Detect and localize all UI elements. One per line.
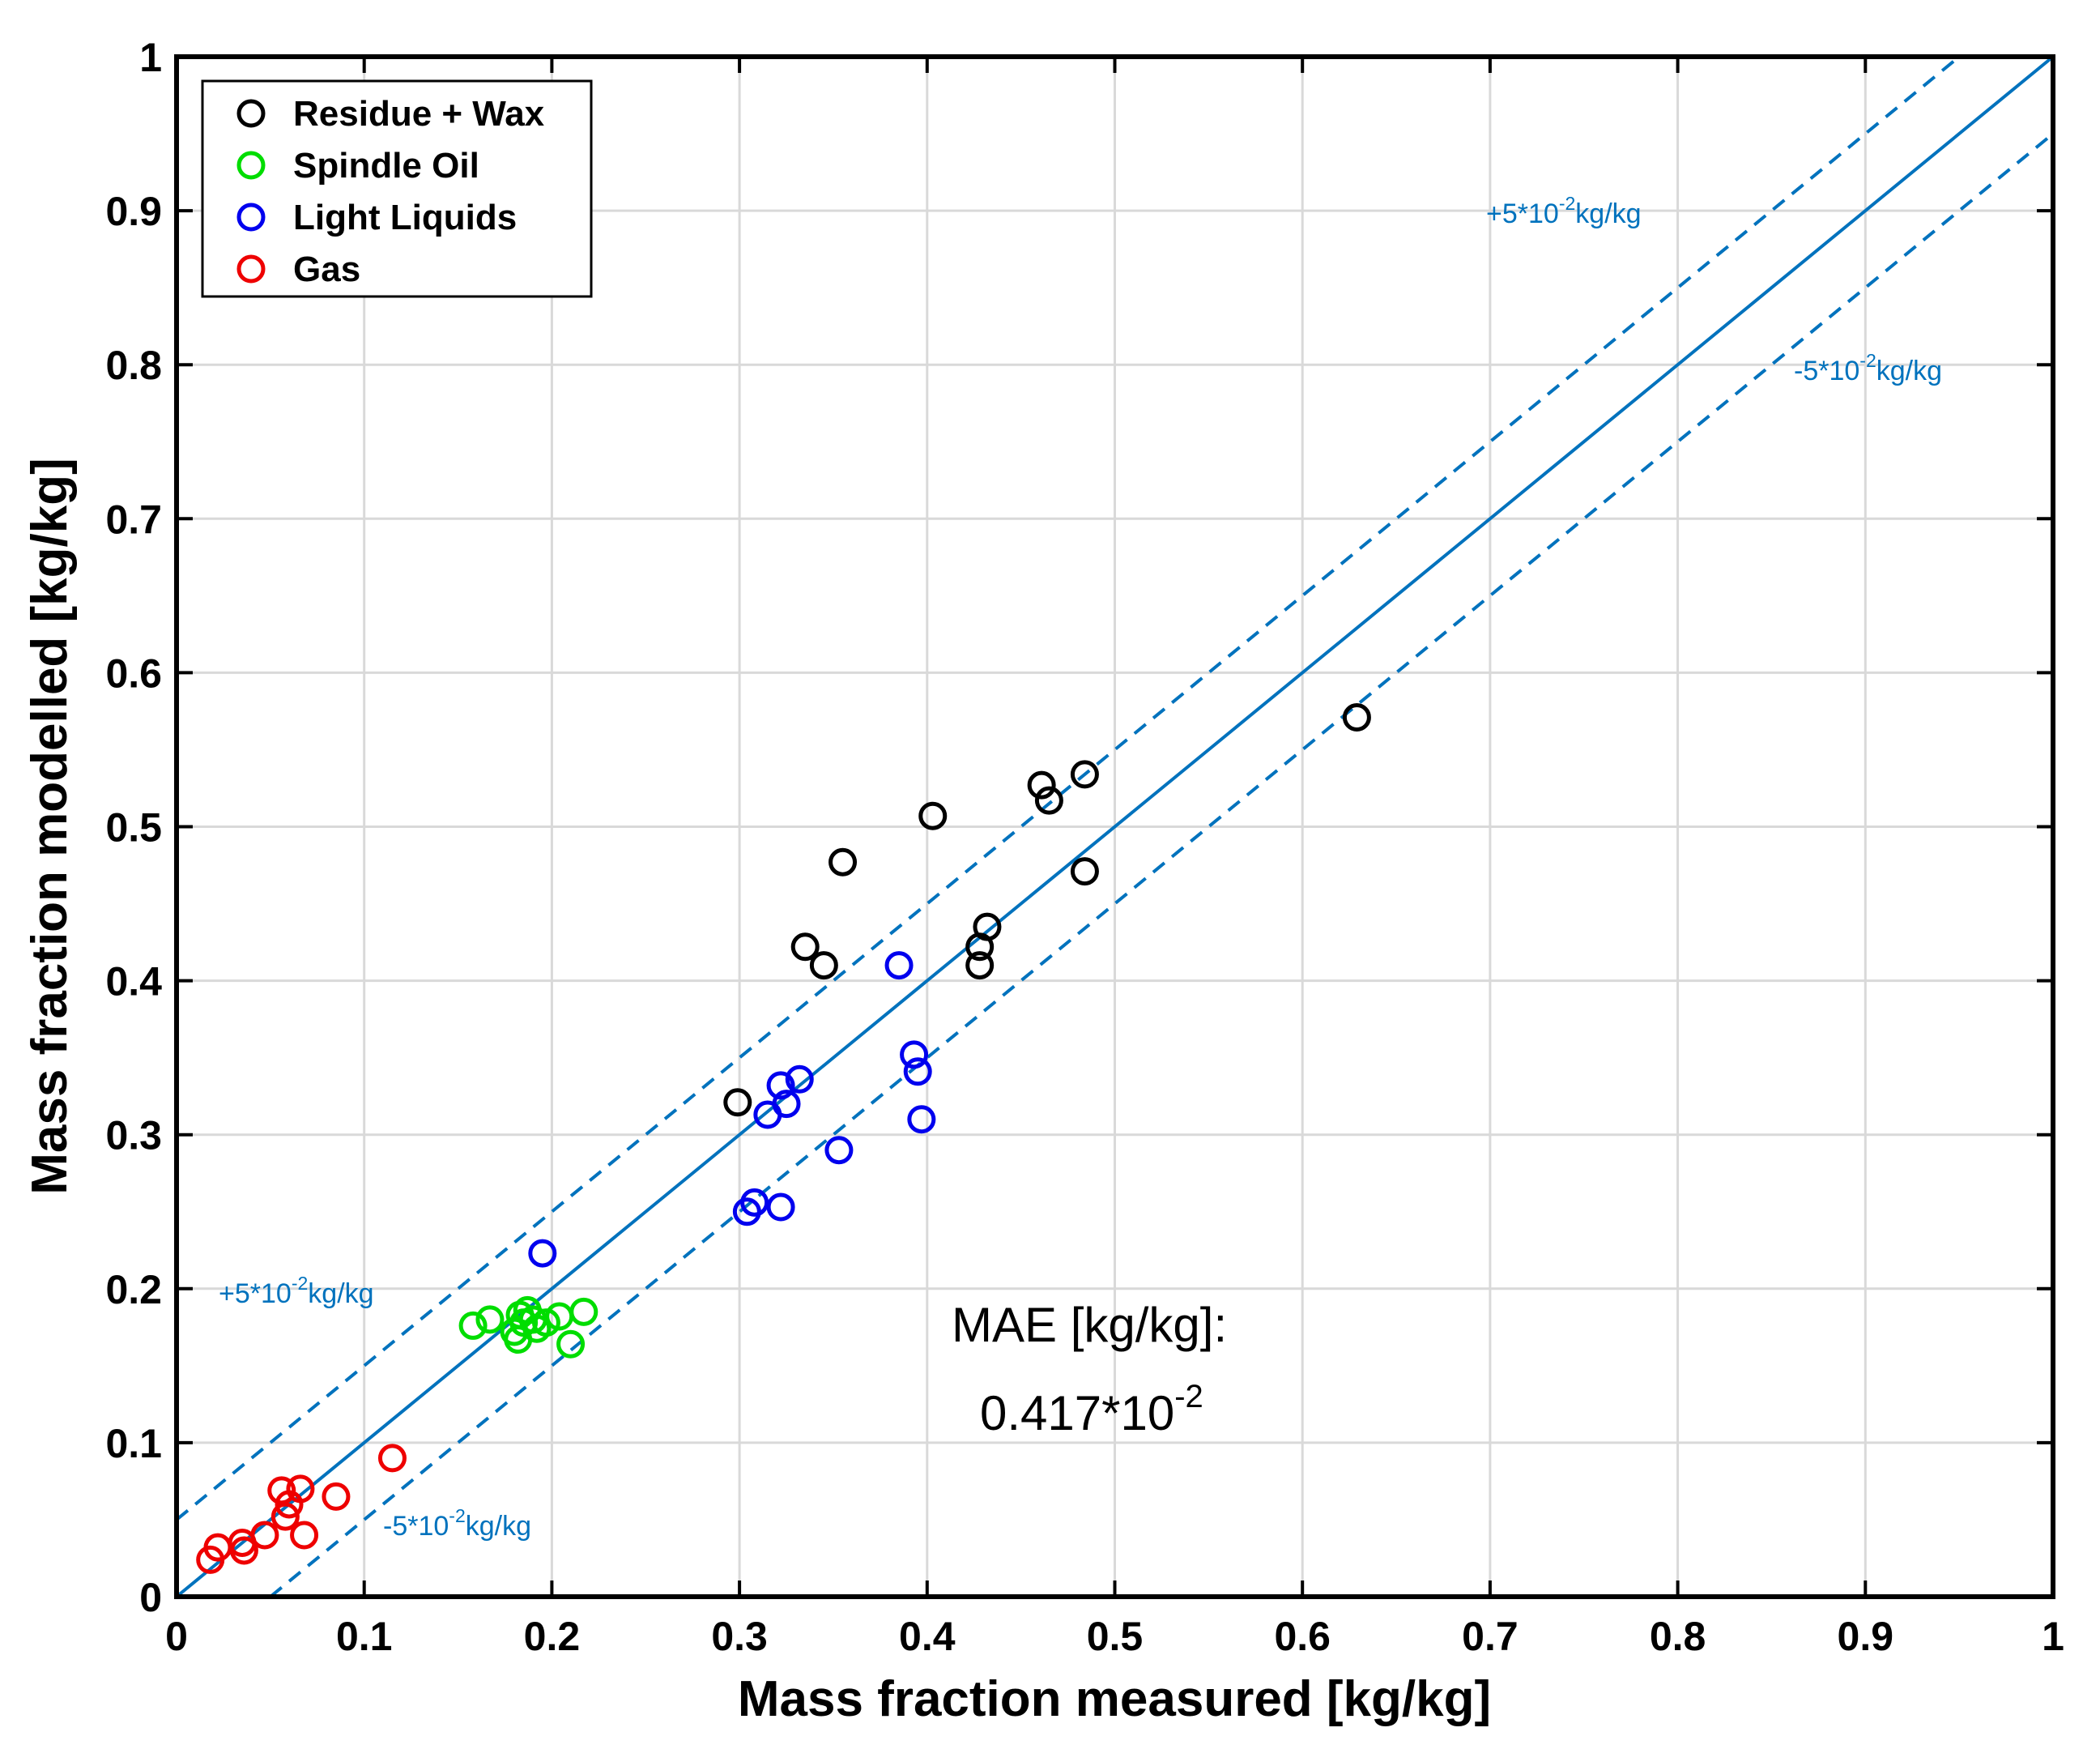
point-light-liquids <box>740 1188 769 1217</box>
x-axis-label: Mass fraction measured [kg/kg] <box>738 1671 1491 1727</box>
point-light-liquids <box>900 1040 929 1069</box>
point-spindle-oil <box>475 1305 505 1334</box>
lower-band-label-top: -5*10-2kg/kg <box>1794 350 1942 386</box>
point-light-liquids <box>884 951 914 980</box>
legend-box <box>201 79 593 298</box>
y-tick-label: 0.2 <box>105 1267 162 1312</box>
point-spindle-oil <box>556 1329 586 1359</box>
mae-label: MAE [kg/kg]: <box>952 1298 1227 1352</box>
legend-marker-residue-wax <box>236 99 266 128</box>
lower-error-band-line <box>269 132 2055 1598</box>
point-residue-wax <box>790 932 820 962</box>
point-residue-wax <box>1070 760 1099 789</box>
y-axis-label: Mass fraction modelled [kg/kg] <box>22 458 78 1195</box>
point-residue-wax <box>809 951 838 980</box>
point-residue-wax <box>1070 857 1099 886</box>
x-tick-label: 0.5 <box>1087 1614 1144 1659</box>
mae-value: 0.417*10-2 <box>980 1379 1203 1440</box>
x-tick-label: 0.1 <box>336 1614 393 1659</box>
point-residue-wax <box>965 951 995 980</box>
point-light-liquids <box>766 1192 795 1222</box>
point-light-liquids <box>907 1105 936 1134</box>
legend: Residue + Wax Spindle Oil Light Liquids Gas <box>201 79 593 298</box>
x-tick-label: 0.9 <box>1838 1614 1894 1659</box>
x-tick-label: 0.7 <box>1462 1614 1519 1659</box>
upper-band-label-bottom: +5*10-2kg/kg <box>219 1273 374 1309</box>
point-gas <box>322 1482 351 1511</box>
y-tick-label: 0.5 <box>105 805 162 851</box>
point-residue-wax <box>1027 770 1056 800</box>
x-tick-label: 0 <box>165 1614 188 1659</box>
x-tick-label: 0.4 <box>899 1614 956 1659</box>
point-light-liquids <box>528 1239 557 1268</box>
legend-label-residue-wax: Residue + Wax <box>293 94 545 134</box>
point-spindle-oil <box>458 1311 488 1340</box>
point-gas <box>267 1476 296 1505</box>
point-gas <box>250 1521 279 1550</box>
point-gas <box>286 1474 315 1504</box>
y-tick-label: 0 <box>139 1575 162 1620</box>
point-spindle-oil <box>569 1297 598 1326</box>
legend-marker-spindle-oil <box>236 151 266 180</box>
x-tick-label: 0.8 <box>1650 1614 1706 1659</box>
reference-lines <box>175 55 2055 1598</box>
point-gas <box>377 1444 407 1473</box>
identity-line <box>175 55 2055 1598</box>
axis-ticks: 0 0.1 0.2 0.3 0.4 0.5 0.6 0.7 0.8 0.9 1 0 0.1 0.2 0.3 0… <box>105 35 2064 1659</box>
x-tick-label: 0.3 <box>711 1614 768 1659</box>
legend-label-gas: Gas <box>293 250 360 289</box>
x-tick-label: 0.6 <box>1274 1614 1331 1659</box>
point-light-liquids <box>903 1057 932 1086</box>
x-tick-label: 1 <box>2042 1614 2064 1659</box>
y-tick-label: 0.6 <box>105 651 162 696</box>
legend-marker-gas <box>236 254 266 284</box>
point-residue-wax <box>1034 786 1063 815</box>
x-tick-label: 0.2 <box>524 1614 581 1659</box>
data-points <box>196 703 1371 1574</box>
point-light-liquids <box>824 1136 854 1165</box>
point-residue-wax <box>828 847 858 877</box>
point-light-liquids <box>785 1064 814 1094</box>
upper-error-band-line <box>175 55 1961 1521</box>
y-tick-label: 1 <box>139 35 162 80</box>
lower-band-label-bottom: -5*10-2kg/kg <box>383 1505 531 1542</box>
y-tick-label: 0.8 <box>105 343 162 388</box>
point-light-liquids <box>772 1090 801 1119</box>
y-tick-label: 0.4 <box>105 959 162 1005</box>
legend-marker-light-liquids <box>236 203 266 232</box>
point-light-liquids <box>766 1071 795 1100</box>
legend-label-light-liquids: Light Liquids <box>293 198 517 237</box>
point-residue-wax <box>723 1088 752 1117</box>
y-tick-label: 0.1 <box>105 1421 162 1466</box>
point-gas <box>229 1536 258 1565</box>
y-tick-label: 0.3 <box>105 1113 162 1158</box>
point-spindle-oil <box>531 1308 560 1337</box>
point-gas <box>270 1502 300 1531</box>
upper-band-label-top: +5*10-2kg/kg <box>1486 193 1642 229</box>
point-residue-wax <box>1342 703 1371 732</box>
y-tick-label: 0.7 <box>105 497 162 542</box>
point-residue-wax <box>973 912 1002 941</box>
y-tick-label: 0.9 <box>105 189 162 234</box>
legend-label-spindle-oil: Spindle Oil <box>293 146 479 186</box>
point-residue-wax <box>918 801 948 830</box>
point-gas <box>290 1521 319 1550</box>
